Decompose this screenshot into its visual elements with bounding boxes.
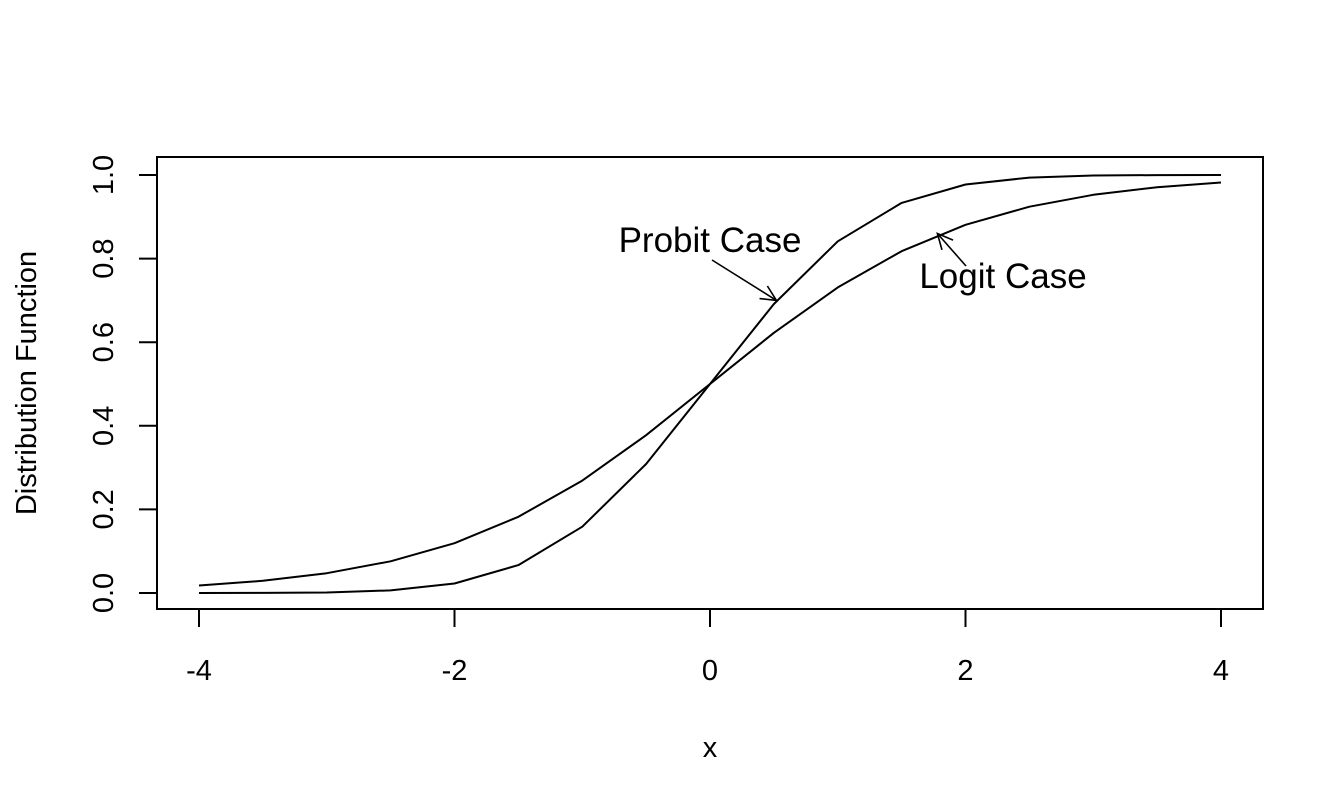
annotation-arrow-line	[711, 259, 777, 302]
y-tick-label: 1.0	[88, 155, 120, 195]
x-tick-label: -2	[442, 655, 468, 687]
series-line-2	[198, 181, 1222, 587]
annotation-label: Logit Case	[919, 257, 1086, 296]
y-tick-label: 0.0	[88, 573, 120, 613]
x-tick-label: 2	[957, 655, 973, 687]
y-tick-label: 0.6	[88, 322, 120, 362]
annotation-arrow-head	[759, 285, 778, 302]
annotation-layer: Probit Case Logit Case	[619, 221, 1087, 302]
annotation-arrow-line	[936, 232, 967, 267]
series-layer	[198, 174, 1222, 594]
y-tick-label: 0.2	[88, 489, 120, 529]
y-axis-title: Distribution Function	[11, 251, 43, 515]
annotation-label: Probit Case	[619, 221, 802, 260]
y-tick-label: 0.4	[88, 406, 120, 446]
x-tick-label: -4	[186, 655, 212, 687]
x-axis: -4 -2 0 2 4	[186, 608, 1229, 687]
x-tick-label: 4	[1213, 655, 1229, 687]
x-axis-title: x	[703, 732, 718, 764]
y-axis: 0.0 0.2 0.4 0.6 0.8 1.0	[88, 155, 158, 613]
y-tick-label: 0.8	[88, 238, 120, 278]
annotation-arrow-head	[936, 232, 954, 251]
x-tick-label: 0	[702, 655, 718, 687]
